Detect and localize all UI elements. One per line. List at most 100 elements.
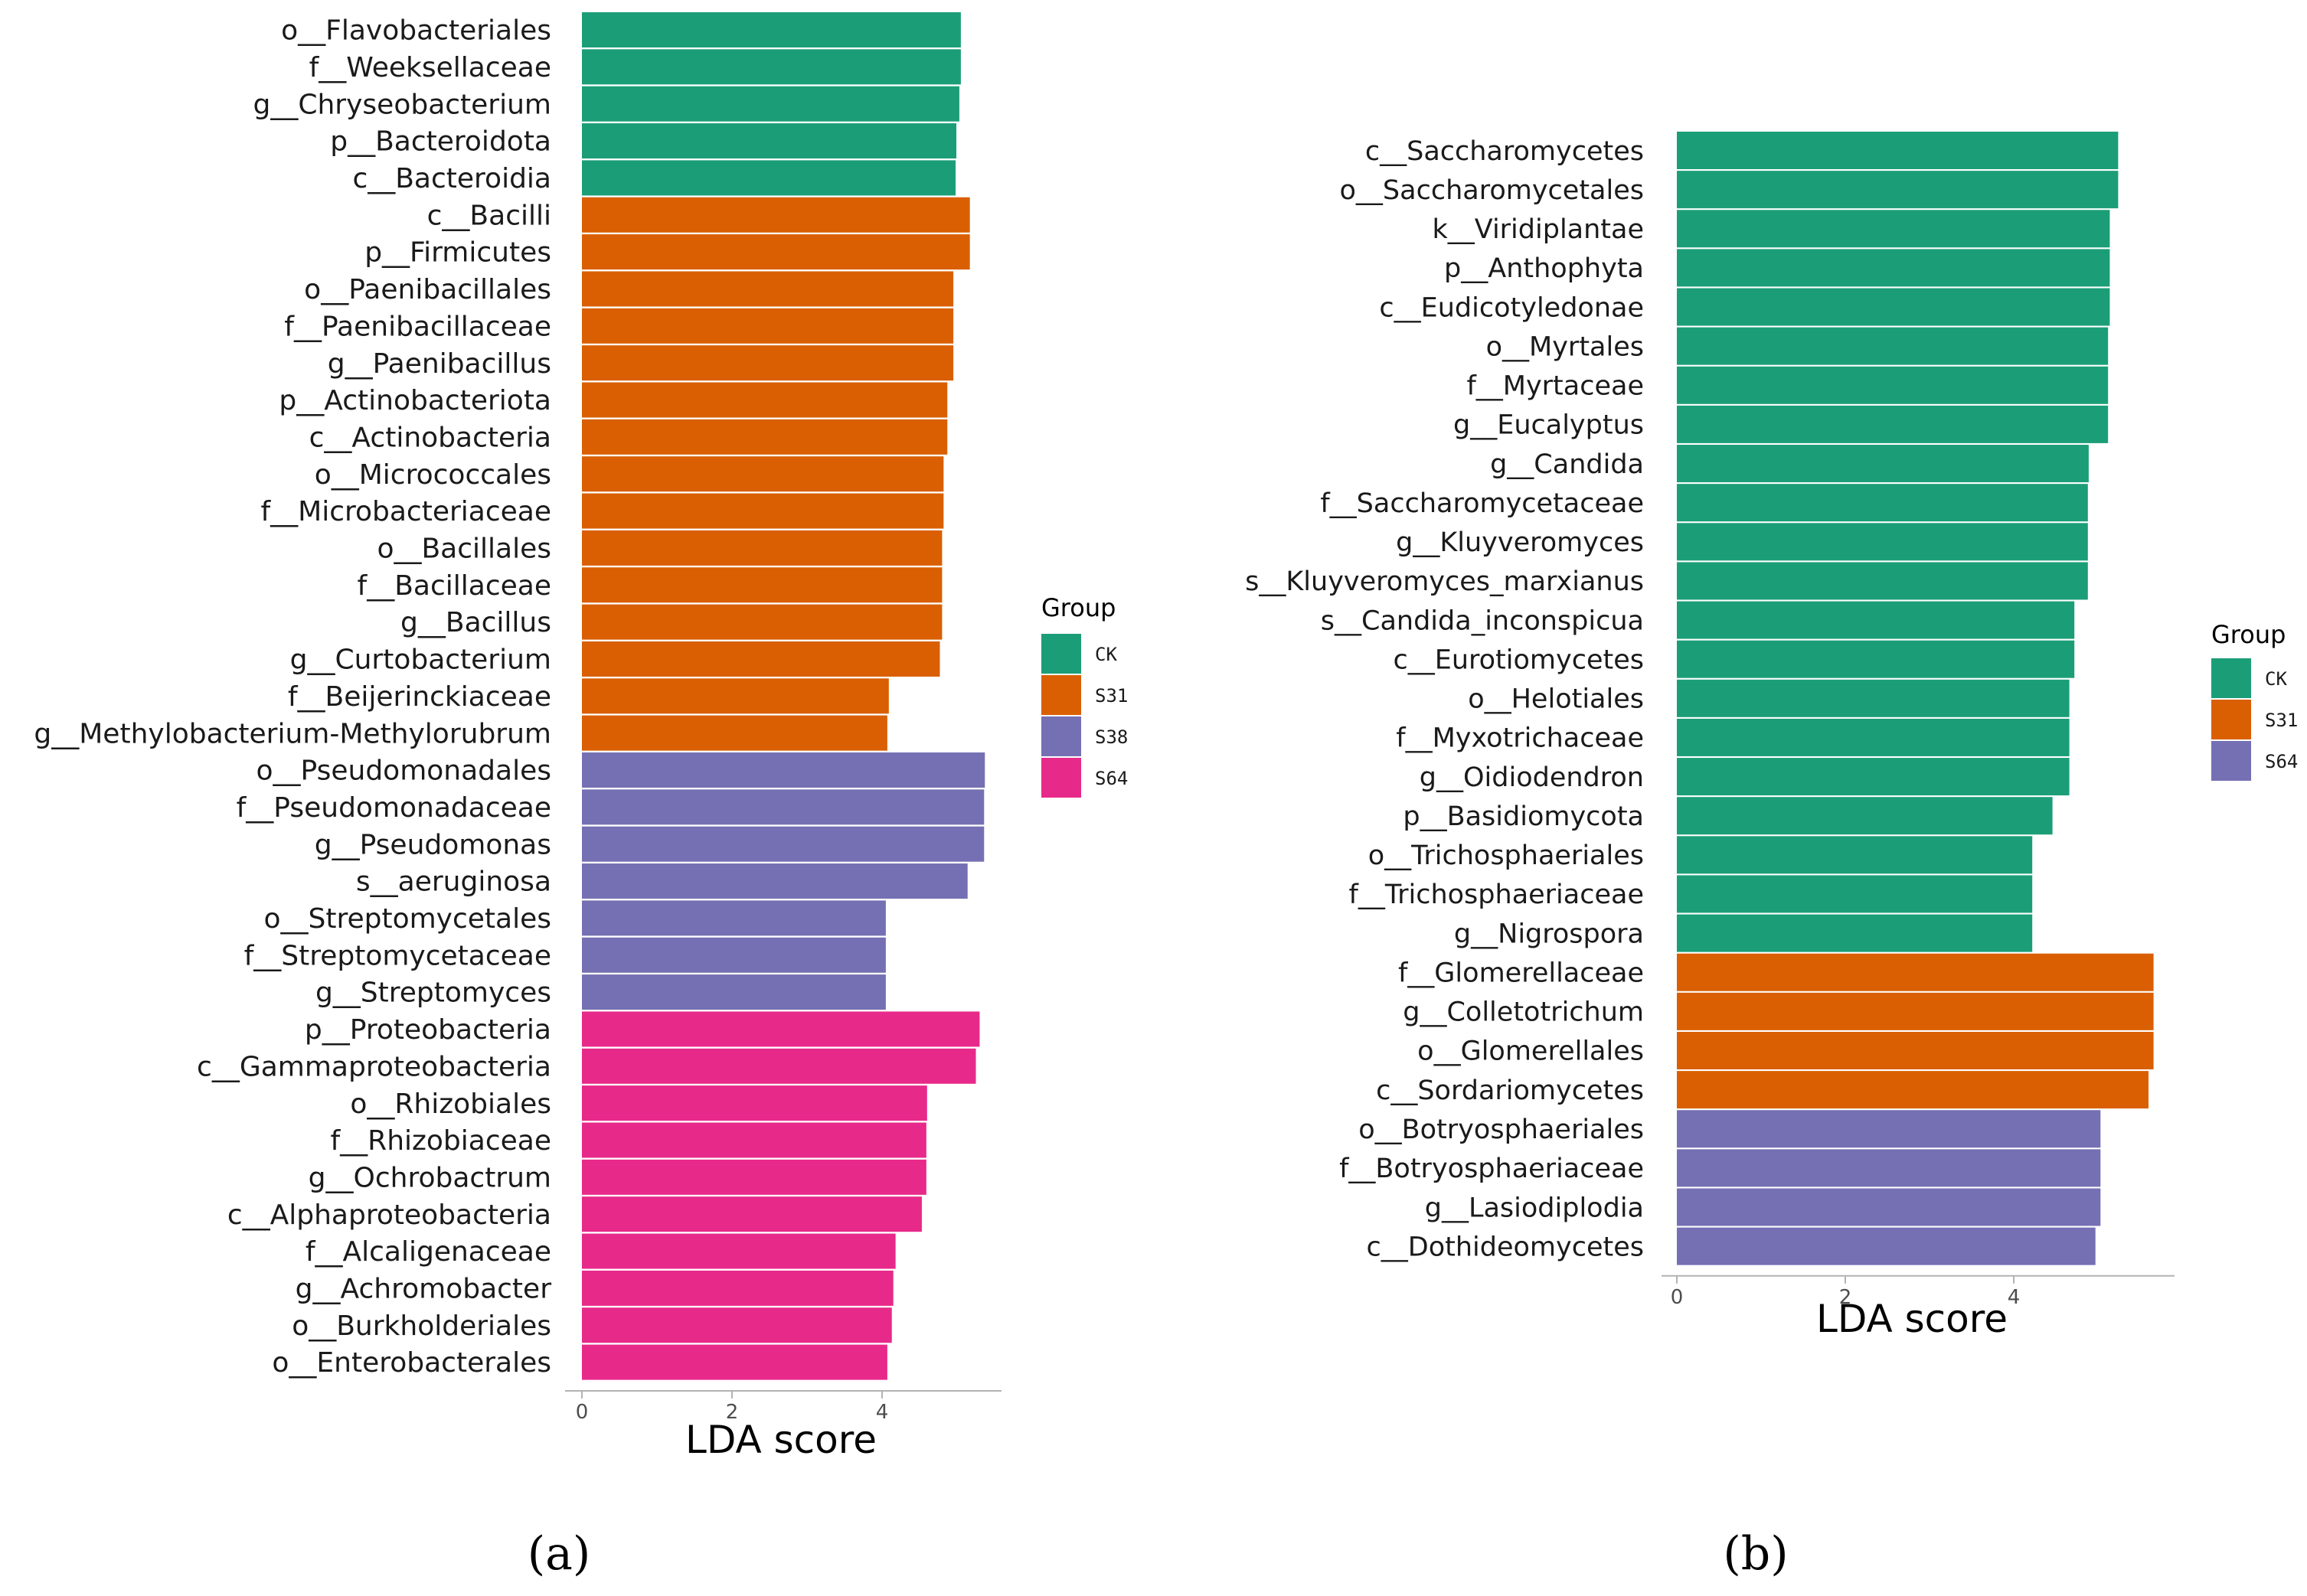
panel-a-category-label: c__Bacilli [427, 200, 551, 231]
panel-b-category-label: c__Dothideomycetes [1367, 1232, 1644, 1262]
panel-a-category-label: c__Bacteroidia [352, 163, 551, 194]
panel-a-bar [582, 530, 943, 566]
panel-b-x-ticks: 0 2 4 [1671, 1275, 2021, 1309]
panel-b-category-label: f__Saccharomycetaceae [1320, 488, 1644, 519]
panel-a-bar [582, 197, 970, 233]
panel-a-legend: Group CK S31 S38 S64 [1041, 593, 1128, 798]
panel-b-category-label: f__Myrtaceae [1466, 371, 1644, 402]
panel-b-category-label: f__Glomerellaceae [1398, 958, 1644, 988]
panel-a-category-label: f__Bacillaceae [358, 570, 551, 602]
panel-b-bar [1677, 288, 2110, 326]
panel-a-bar [582, 1270, 894, 1306]
panel-a-category-label: g__Paenibacillus [328, 348, 551, 380]
panel-b-bar [1677, 1031, 2154, 1069]
panel-b-bar [1677, 914, 2033, 952]
panel-a-category-label: o__Bacillales [377, 534, 551, 565]
panel-a-category-label: c__Alphaproteobacteria [227, 1199, 551, 1231]
panel-b-category-label: f__Myxotrichaceae [1396, 723, 1644, 754]
panel-a-category-label: g__Chryseobacterium [253, 89, 552, 120]
panel-b-category-label: g__Candida [1490, 449, 1644, 480]
panel-a-x-tick-label: 4 [876, 1401, 889, 1424]
panel-b-legend-swatch [2211, 741, 2251, 781]
panel-a-category-label: f__Paenibacillaceae [284, 311, 551, 342]
panel-a-category-label: f__Beijerinckiaceae [288, 681, 551, 713]
panel-a-bar [582, 863, 968, 899]
panel-b-bar [1677, 445, 2089, 483]
panel-b-category-label: p__Basidiomycota [1403, 801, 1644, 832]
panel-a-bar [582, 456, 944, 492]
panel-b-category-label: c__Sordariomycetes [1376, 1075, 1644, 1106]
panel-b-x-tick-label: 4 [2008, 1286, 2021, 1309]
panel-a-category-label: p__Bacteroidota [330, 126, 551, 158]
panel-b-category-label: g__Oidiodendron [1420, 762, 1644, 793]
panel-b-bar [1677, 601, 2075, 639]
panel-b-bar [1677, 327, 2109, 365]
panel-a-bar [582, 1233, 896, 1269]
panel-b-x-tick-label: 0 [1671, 1286, 1684, 1309]
panel-a-bar [582, 86, 959, 122]
panel-a-bar [582, 49, 961, 85]
panel-b-bar [1677, 875, 2033, 913]
panel-a-category-label: g__Ochrobactrum [309, 1162, 551, 1193]
panel-b-category-label: c__Eudicotyledonae [1379, 292, 1644, 323]
panel-a-bar [582, 641, 940, 677]
panel-a-legend-title: Group [1041, 593, 1116, 622]
panel-b-bar [1677, 132, 2119, 169]
panel-b-category-label: g__Kluyveromyces [1396, 527, 1644, 558]
panel-a-category-label: o__Streptomycetales [263, 903, 551, 935]
panel-b-category-label: o__Trichosphaeriales [1368, 840, 1644, 871]
panel-b-category-label: o__Saccharomycetales [1340, 175, 1644, 206]
panel-a-bar [582, 604, 943, 640]
panel-a-category-label: f__Weeksellaceae [309, 52, 551, 83]
panel-a-bars [582, 12, 985, 1380]
panel-a-legend-label: S38 [1095, 726, 1128, 748]
panel-a-legend-label: S64 [1095, 768, 1128, 789]
panel-a-category-label: s__aeruginosa [356, 867, 551, 898]
panel-b-bars [1677, 132, 2154, 1265]
panel-a-category-label: f__Rhizobiaceae [331, 1125, 552, 1157]
panel-b-category-label: c__Eurotiomycetes [1393, 645, 1644, 675]
panel-a-label: (a) [528, 1527, 591, 1581]
panel-b-legend-swatch [2211, 658, 2251, 698]
panel-b-bar [1677, 249, 2110, 287]
panel-a-bar [582, 123, 957, 159]
panel-b-category-label: s__Kluyveromyces_marxianus [1245, 566, 1644, 597]
panel-b-legend-label: CK [2265, 668, 2287, 690]
panel-a-x-tick-label: 0 [576, 1401, 589, 1424]
panel-a-legend-swatch [1041, 675, 1081, 715]
panel-b-category-label: o__Helotiales [1468, 684, 1644, 715]
panel-b-bar [1677, 992, 2154, 1030]
panel-a-bar [582, 752, 985, 788]
panel-b-bar [1677, 797, 2053, 835]
panel-a-bar [582, 308, 954, 344]
panel-b-category-label: c__Saccharomycetes [1365, 136, 1644, 167]
panel-a-bar [582, 567, 943, 603]
panel-a-bar [582, 1085, 927, 1121]
panel-a-bar [582, 1196, 922, 1232]
panel-a-bar [582, 1159, 926, 1195]
panel-a-bar [582, 1011, 980, 1047]
panel-a-category-labels: o__Flavobacteriales f__Weeksellaceae g__Ch… [34, 15, 551, 1379]
panel-a-x-tick-label: 2 [726, 1401, 739, 1424]
panel-b-bar [1677, 171, 2119, 209]
panel-a-bar [582, 493, 944, 529]
panel-a-bar [582, 160, 956, 196]
panel-a-x-axis-title: LDA score [685, 1418, 877, 1462]
panel-a-bar [582, 974, 886, 1010]
panel-a-bar [582, 715, 887, 751]
panel-a-category-label: g__Curtobacterium [290, 645, 551, 676]
panel-b-category-labels: c__Saccharomycetes o__Saccharomycetales k_… [1245, 136, 1644, 1263]
panel-a-category-label: g__Streptomyces [315, 978, 551, 1009]
panel-a-category-label: g__Achromobacter [296, 1274, 552, 1305]
panel-b-category-label: o__Botryosphaeriales [1358, 1115, 1644, 1145]
panel-b-category-label: s__Candida_inconspicua [1321, 605, 1644, 636]
panel-a-bar [582, 271, 954, 307]
panel-a-legend-label: CK [1095, 644, 1117, 665]
panel-b-category-label: g__Colletotrichum [1403, 997, 1644, 1028]
panel-b-bar [1677, 562, 2088, 600]
panel-b-bar [1677, 366, 2109, 404]
panel-a-bar [582, 826, 985, 862]
panel-a-category-label: f__Microbacteriaceae [260, 496, 551, 527]
panel-b-category-label: g__Nigrospora [1454, 919, 1644, 949]
panel-a-lda-chart: o__Flavobacteriales f__Weeksellaceae g__Ch… [34, 12, 1128, 1581]
